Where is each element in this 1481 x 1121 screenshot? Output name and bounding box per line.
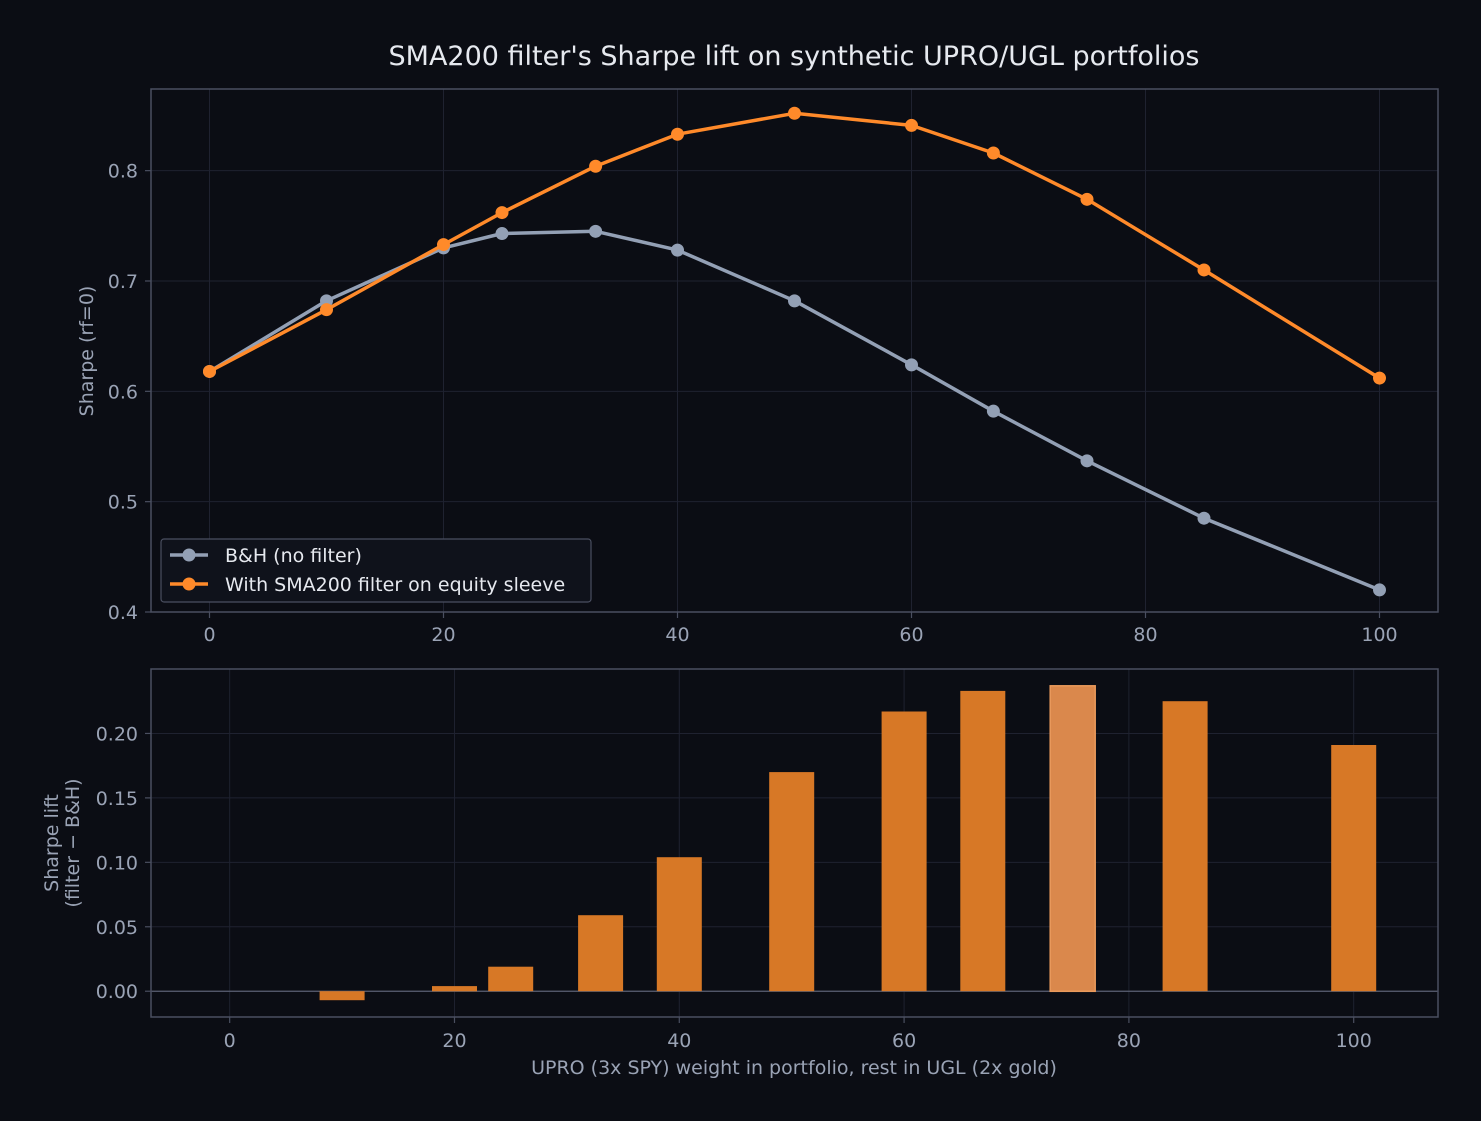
bottom-y-tick-label: 0.05 [96, 917, 138, 939]
top-y-tick-label: 0.7 [108, 271, 138, 293]
bottom-y-axis-label-line-2: (filter − B&H) [62, 778, 84, 907]
top-y-axis-label: Sharpe (rf=0) [76, 286, 98, 417]
bottom-y-axis-label-line-1: Sharpe lift [41, 794, 63, 892]
sharpe-line-chart: 0 20 40 60 80 100 0.4 0.5 0.6 0.7 0.8 Sharpe (rf=0… [76, 88, 1439, 646]
point-filter [203, 364, 216, 378]
point-bh [671, 243, 684, 257]
top-y-tick-label: 0.5 [108, 492, 138, 514]
bar [488, 966, 534, 992]
top-x-tick-label: 20 [431, 624, 455, 646]
bottom-y-tick-label: 0.00 [96, 981, 138, 1003]
bottom-x-tick-label: 0 [224, 1030, 236, 1052]
bar [578, 915, 624, 992]
point-filter [320, 303, 333, 317]
point-bh [495, 227, 509, 241]
point-filter [589, 159, 603, 173]
bar [1162, 701, 1208, 992]
bottom-x-tick-label: 80 [1117, 1030, 1141, 1052]
bottom-x-tick-label: 100 [1336, 1030, 1372, 1052]
top-series-layer [203, 106, 1386, 597]
point-filter [905, 118, 918, 132]
point-bh [1373, 583, 1386, 597]
point-filter [437, 238, 450, 252]
legend-swatch-bh-marker [182, 548, 196, 562]
bar [656, 857, 702, 992]
point-bh [905, 358, 918, 372]
legend-swatch-filter-marker [182, 577, 196, 591]
top-y-tick-label: 0.6 [108, 381, 138, 403]
figure-title: SMA200 filter's Sharpe lift on synthetic… [389, 41, 1200, 72]
bar [432, 986, 477, 992]
bottom-y-tick-label: 0.10 [96, 852, 138, 874]
legend: B&H (no filter) With SMA200 filter on eq… [160, 538, 592, 603]
bottom-tick-layer: 0 20 40 60 80 100 0.00 0.05 0.10 0.15 0.20 [96, 723, 1372, 1052]
bottom-y-tick-label: 0.15 [96, 788, 138, 810]
top-x-tick-label: 60 [899, 624, 923, 646]
top-x-tick-label: 100 [1361, 624, 1397, 646]
top-axes-frame [150, 88, 1439, 613]
bottom-x-tick-label: 20 [442, 1030, 466, 1052]
bar [960, 690, 1006, 992]
bottom-x-tick-label: 60 [892, 1030, 916, 1052]
point-bh [788, 294, 801, 308]
legend-label-filter: With SMA200 filter on equity sleeve [225, 574, 565, 596]
point-filter [671, 127, 684, 141]
bottom-y-tick-label: 0.20 [96, 723, 138, 745]
top-x-tick-label: 40 [665, 624, 689, 646]
point-bh [1080, 454, 1094, 468]
point-filter [1373, 371, 1386, 385]
point-filter [1080, 192, 1094, 206]
legend-label-bh: B&H (no filter) [225, 545, 362, 567]
point-bh [1197, 511, 1211, 525]
point-bh [986, 404, 1000, 418]
point-filter [1197, 263, 1211, 277]
bottom-axes-frame [150, 668, 1439, 1018]
bar [319, 991, 365, 1001]
top-tick-layer: 0 20 40 60 80 100 0.4 0.5 0.6 0.7 0.8 [108, 161, 1398, 646]
bar-layer [319, 685, 1377, 1001]
bar [881, 711, 927, 992]
point-filter [788, 106, 801, 120]
bottom-x-axis-label: UPRO (3x SPY) weight in portfolio, rest … [531, 1057, 1057, 1079]
bar [769, 772, 815, 992]
top-x-tick-label: 80 [1133, 624, 1157, 646]
sharpe-lift-bar-chart: 0 20 40 60 80 100 0.00 0.05 0.10 0.15 0.20 Sharpe … [41, 668, 1439, 1079]
top-x-tick-label: 0 [203, 624, 215, 646]
point-filter [986, 146, 1000, 160]
point-filter [495, 206, 509, 220]
top-y-tick-label: 0.4 [108, 602, 138, 624]
bar [1331, 745, 1377, 992]
series-line-filter [208, 111, 1381, 380]
bar-highlighted [1049, 685, 1096, 993]
legend-frame [160, 538, 592, 603]
bottom-x-tick-label: 40 [667, 1030, 691, 1052]
top-y-tick-label: 0.8 [108, 161, 138, 183]
point-bh [589, 224, 603, 238]
